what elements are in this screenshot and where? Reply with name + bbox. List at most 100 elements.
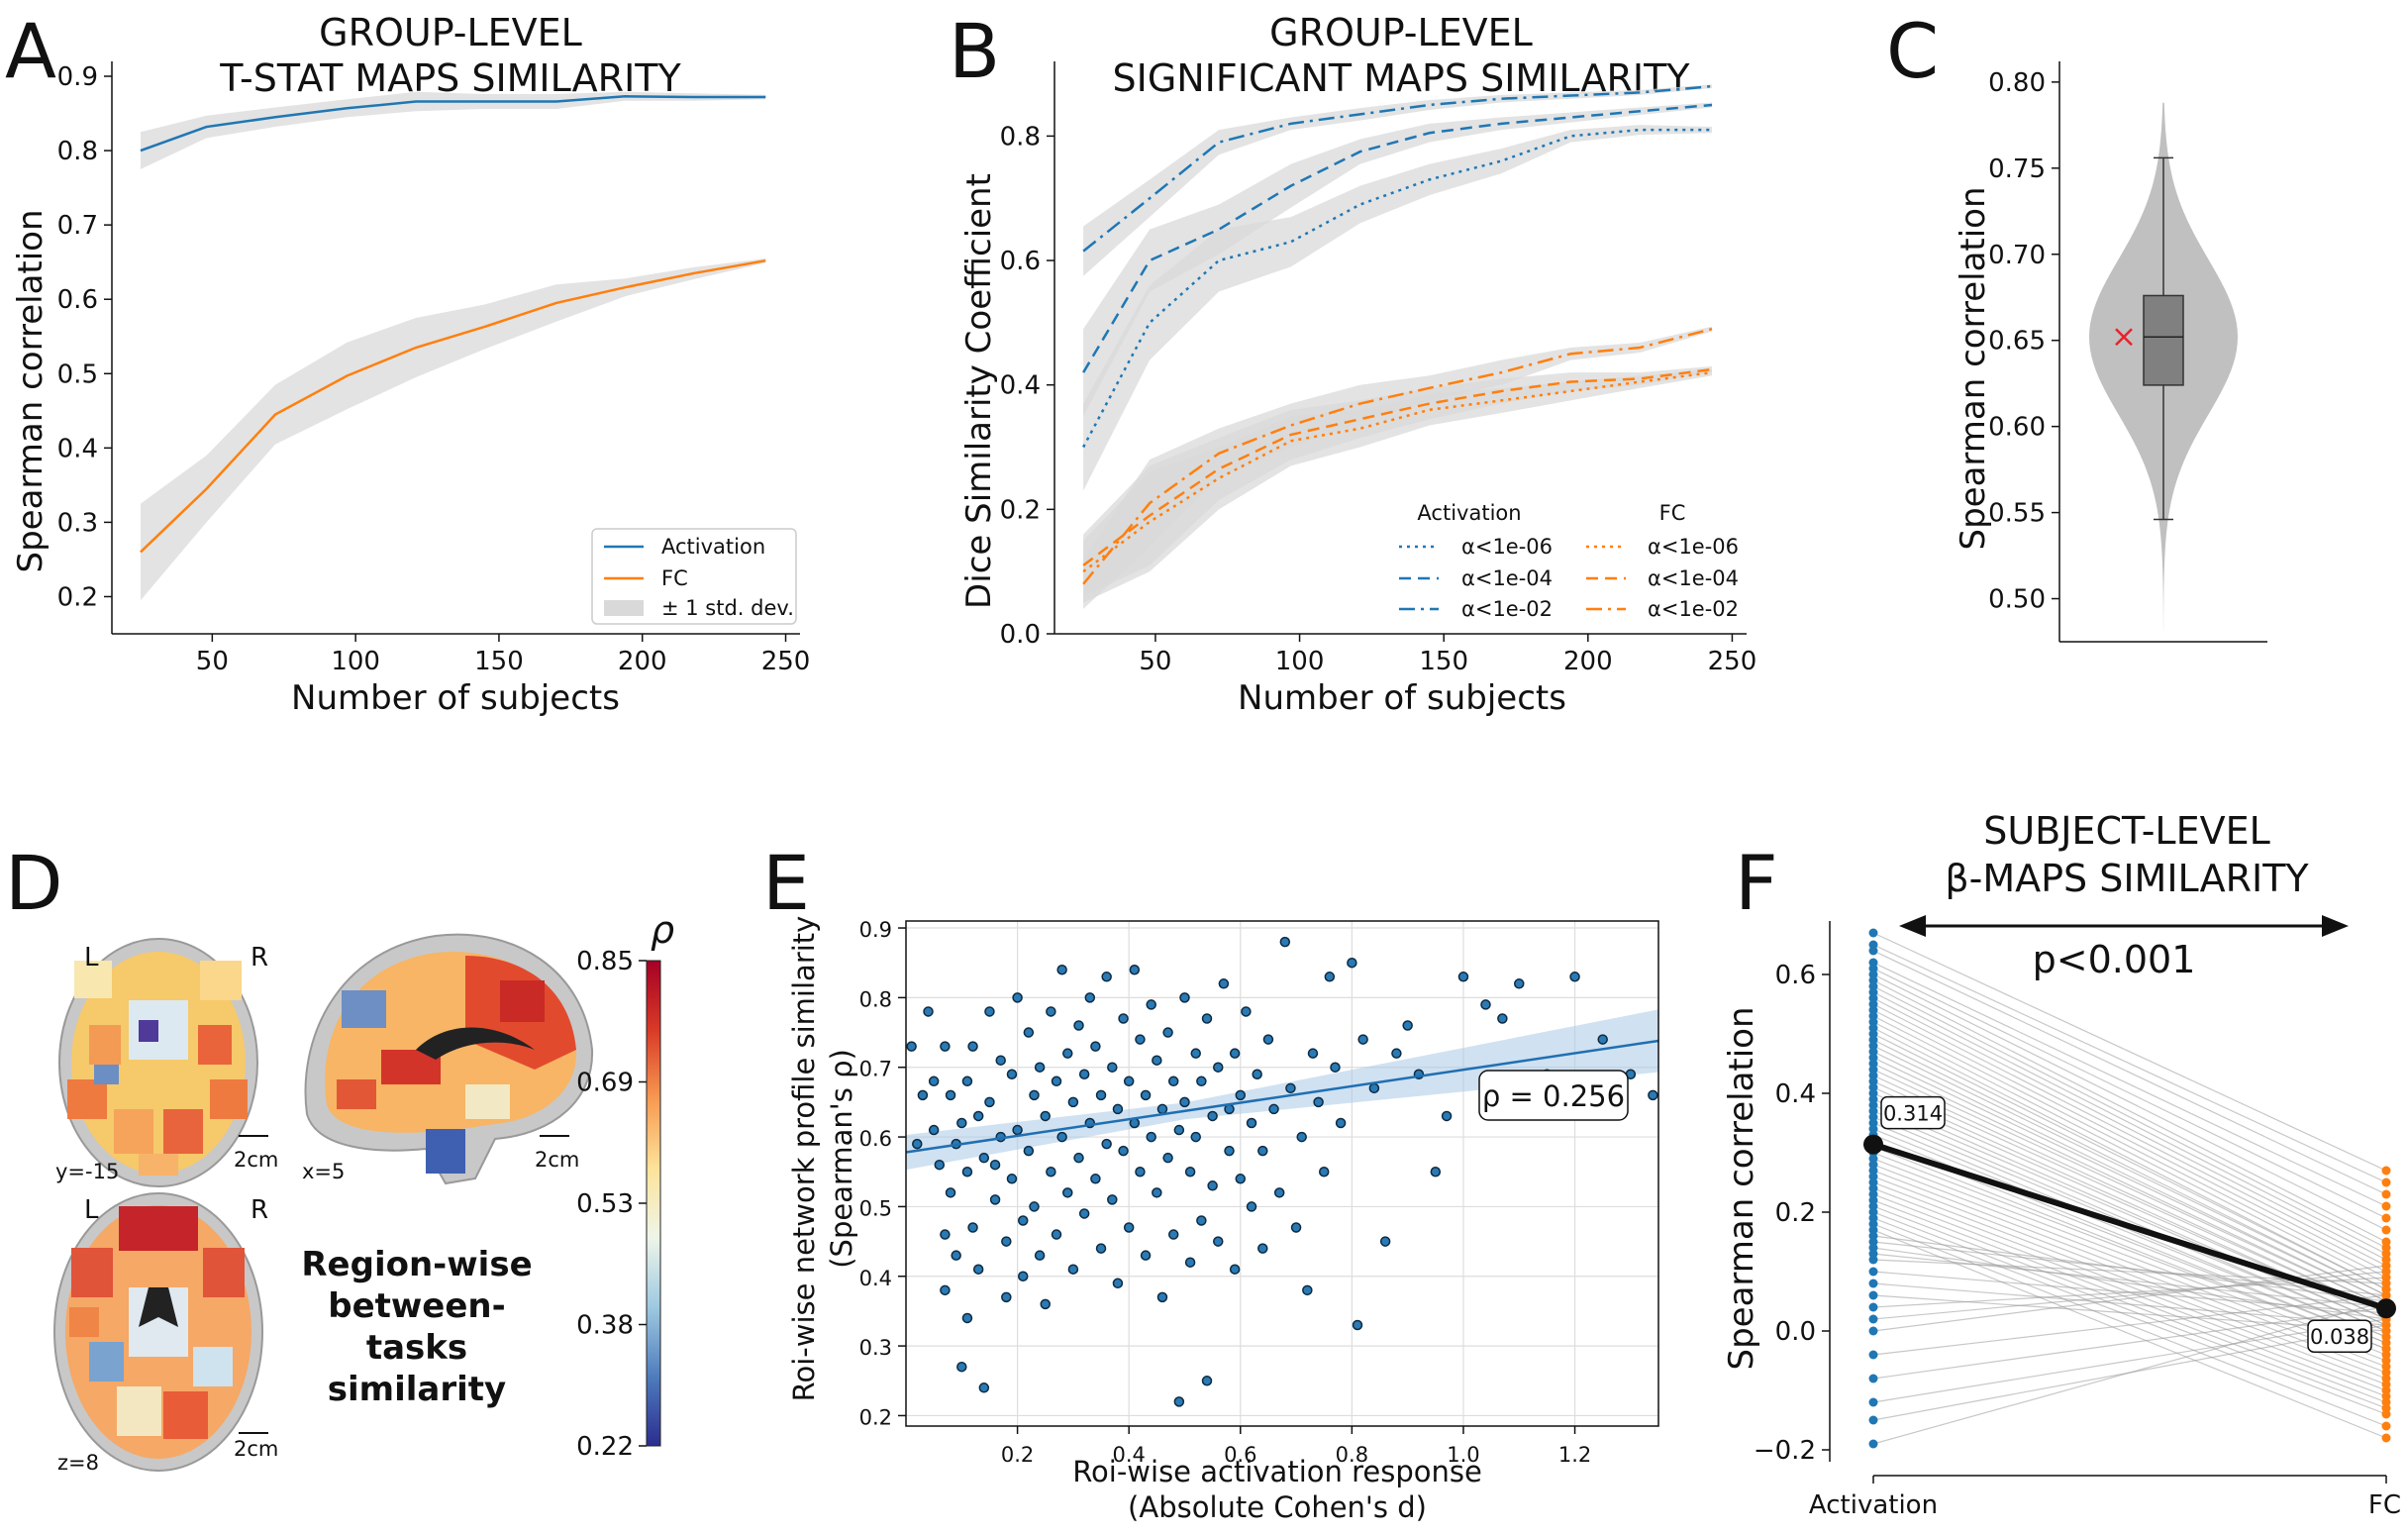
x-tick-label: 0.6 [1224, 1443, 1256, 1467]
brain-slice-sagittal: 2cm x=5 [302, 933, 594, 1185]
legend-label-fc-1e-06: α<1e-06 [1648, 535, 1739, 559]
panel-letter-e: E [762, 839, 810, 927]
panel-b-ylabel: Dice Similarity Coefficient [959, 173, 999, 609]
scatter-point [1017, 1271, 1029, 1282]
colorbar-tick-label: 0.53 [576, 1189, 634, 1219]
y-tick-label: 0.8 [1000, 122, 1041, 152]
scatter-point [940, 1284, 951, 1296]
subject-pair-line [1872, 1015, 2387, 1279]
panel-d: D L R 2cm y=-15 [5, 839, 674, 1475]
fc-point [2381, 1189, 2391, 1199]
regression-line [905, 1039, 1659, 1154]
scatter-point [1497, 1013, 1508, 1024]
subject-pair-line [1872, 1164, 2387, 1362]
fc-point [2381, 1421, 2391, 1431]
brain-region [89, 1025, 121, 1065]
scatter-point [1391, 1048, 1402, 1059]
scatter-point [1224, 1145, 1235, 1157]
scatter-point [1140, 1089, 1152, 1101]
scatter-point [1252, 1069, 1262, 1080]
scatter-point [1067, 1096, 1079, 1108]
scatter-point [1040, 1298, 1051, 1310]
y-tick-label: 0.6 [57, 285, 98, 315]
y-tick-label: 0.8 [57, 137, 98, 166]
scatter-point [1246, 1201, 1257, 1212]
series-line-5 [1082, 327, 1713, 585]
brain-region [337, 1079, 376, 1109]
orientation-left: L [84, 943, 99, 973]
caption-line4: similarity [328, 1370, 506, 1409]
subject-pair-line [1872, 1152, 2387, 1350]
scatter-point [1285, 1082, 1296, 1094]
y-tick-label: 0.75 [1988, 154, 2046, 184]
std-band-2 [1083, 84, 1713, 276]
activation-point [1868, 928, 1878, 938]
scale-bar-label: 2cm [234, 1148, 278, 1172]
scatter-point [1073, 1152, 1084, 1164]
y-tick-label: 0.4 [57, 434, 98, 463]
brain-region [71, 1248, 113, 1297]
subject-pair-line [1872, 962, 2387, 1207]
scatter-point [1290, 1222, 1302, 1233]
subject-pair-line [1872, 1122, 2387, 1338]
colorbar-ticks: 0.85 0.69 0.53 0.38 0.22 [576, 947, 647, 1462]
subject-pair-line [1872, 1057, 2387, 1302]
scatter-point [1457, 972, 1469, 982]
scatter-point [1078, 1208, 1090, 1219]
panel-e-annotation: ρ = 0.256 [1478, 1070, 1629, 1121]
scatter-point [1078, 1069, 1090, 1080]
scatter-point [1167, 1229, 1179, 1240]
scatter-point [1146, 1131, 1156, 1143]
brain-region [342, 990, 386, 1028]
brain-region [203, 1248, 245, 1297]
subject-pair-line [1872, 1027, 2387, 1290]
scatter-point [1207, 1180, 1218, 1191]
subject-pair-line [1872, 1098, 2387, 1326]
scatter-point [1118, 1145, 1129, 1157]
brain-region [500, 980, 545, 1022]
fc-point [2381, 1225, 2391, 1235]
orientation-right: R [251, 1195, 268, 1225]
scatter-point [1273, 1187, 1285, 1198]
subject-pair-line [1872, 1110, 2387, 1332]
panel-e-xlabel-line2: (Absolute Cohen's d) [1128, 1490, 1427, 1524]
y-tick-label: 0.9 [57, 62, 98, 92]
legend-label-fc-1e-04: α<1e-04 [1648, 566, 1739, 590]
mean-label-box [1880, 1095, 1946, 1130]
scatter-point [984, 1006, 995, 1017]
legend-header-activation: Activation [1417, 501, 1521, 525]
scatter-point [1262, 1034, 1274, 1045]
activation-point [1868, 946, 1878, 956]
brain-ventricle [416, 1027, 535, 1060]
scatter-point [1330, 1062, 1341, 1073]
fc-mean-point [2376, 1298, 2396, 1319]
y-tick-label: 0.4 [1775, 1079, 1816, 1109]
x-tick-label: 0.2 [1001, 1443, 1034, 1467]
x-tick-label: 1.2 [1558, 1443, 1591, 1467]
x-tick-label: 0.8 [1336, 1443, 1368, 1467]
y-tick-label: 0.6 [1775, 961, 1816, 990]
scatter-point [1023, 1145, 1035, 1157]
scatter-point [1051, 1229, 1062, 1240]
subject-pair-line [1872, 1158, 2387, 1356]
scatter-point [906, 1041, 917, 1052]
scatter-point [1179, 1096, 1190, 1108]
brain-region [74, 961, 112, 998]
scatter-point [978, 1382, 990, 1393]
scatter-point [1112, 1103, 1124, 1115]
subject-pair-line [1872, 1300, 2387, 1445]
scatter-point [1173, 1124, 1185, 1136]
subject-pair-line [1872, 1176, 2387, 1374]
x-category-activation: Activation [1809, 1490, 1938, 1520]
panel-e-ylabel-line1: Roi-wise network profile similarity [787, 916, 821, 1402]
y-tick-label: 0.80 [1988, 68, 2046, 98]
scatter-point [1012, 1124, 1023, 1136]
plot-frame [905, 920, 1659, 1427]
y-tick-label: 0.3 [57, 508, 98, 538]
panel-a-ylabel: Spearman correlation [11, 209, 50, 572]
activation-point [1868, 1439, 1878, 1449]
panel-f-title-line2: β-MAPS SIMILARITY [1945, 857, 2309, 900]
scale-bar-label: 2cm [535, 1148, 579, 1172]
brain-region [200, 961, 242, 1000]
